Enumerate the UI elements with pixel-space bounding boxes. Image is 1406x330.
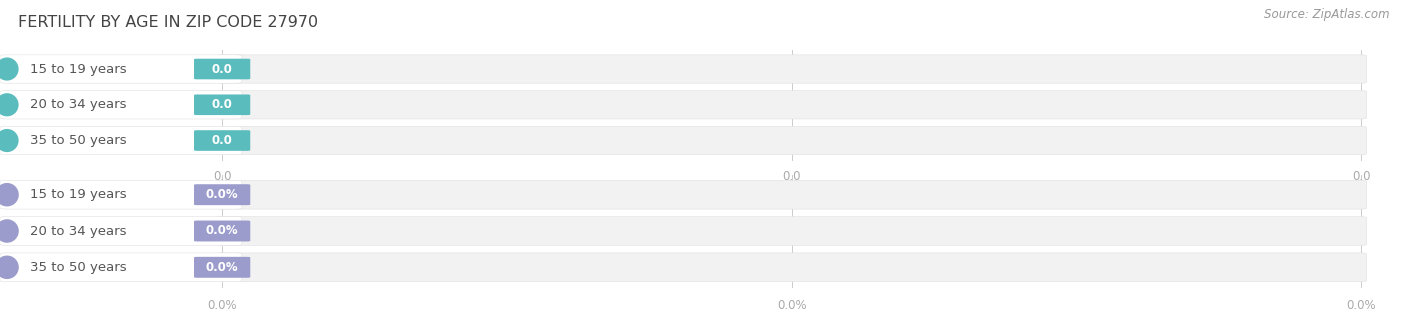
FancyBboxPatch shape [217,216,1367,246]
Text: 0.0: 0.0 [212,98,232,111]
FancyBboxPatch shape [0,91,242,119]
Ellipse shape [0,183,18,207]
Text: 15 to 19 years: 15 to 19 years [30,62,127,76]
FancyBboxPatch shape [0,253,242,282]
FancyBboxPatch shape [217,55,1367,83]
FancyBboxPatch shape [194,220,250,242]
Text: 20 to 34 years: 20 to 34 years [30,224,127,238]
Ellipse shape [0,219,18,243]
FancyBboxPatch shape [194,184,250,205]
Ellipse shape [0,255,18,279]
FancyBboxPatch shape [194,94,250,115]
Text: 0.0: 0.0 [212,62,232,76]
FancyBboxPatch shape [0,126,242,155]
FancyBboxPatch shape [0,55,242,83]
Text: 0.0: 0.0 [782,170,801,183]
Text: 0.0%: 0.0% [205,261,239,274]
FancyBboxPatch shape [194,59,250,79]
Text: FERTILITY BY AGE IN ZIP CODE 27970: FERTILITY BY AGE IN ZIP CODE 27970 [18,15,318,30]
Ellipse shape [0,93,18,116]
Text: 0.0%: 0.0% [205,224,239,238]
FancyBboxPatch shape [217,180,1367,209]
Text: 0.0%: 0.0% [207,299,238,312]
Text: 0.0%: 0.0% [1346,299,1376,312]
Text: 0.0%: 0.0% [205,188,239,201]
Text: 0.0: 0.0 [212,170,232,183]
FancyBboxPatch shape [217,91,1367,119]
Ellipse shape [0,129,18,152]
FancyBboxPatch shape [194,257,250,278]
Text: 0.0: 0.0 [212,134,232,147]
Text: 0.0: 0.0 [1351,170,1371,183]
FancyBboxPatch shape [0,180,242,209]
Text: 20 to 34 years: 20 to 34 years [30,98,127,111]
FancyBboxPatch shape [217,253,1367,282]
Text: Source: ZipAtlas.com: Source: ZipAtlas.com [1264,8,1389,21]
Text: 15 to 19 years: 15 to 19 years [30,188,127,201]
FancyBboxPatch shape [194,130,250,151]
Ellipse shape [0,57,18,81]
Text: 35 to 50 years: 35 to 50 years [30,134,127,147]
Text: 35 to 50 years: 35 to 50 years [30,261,127,274]
FancyBboxPatch shape [217,126,1367,155]
Text: 0.0%: 0.0% [776,299,807,312]
FancyBboxPatch shape [0,216,242,246]
